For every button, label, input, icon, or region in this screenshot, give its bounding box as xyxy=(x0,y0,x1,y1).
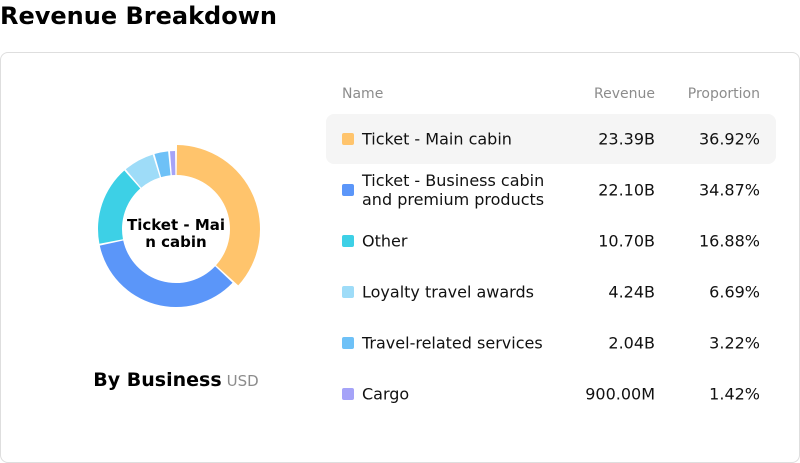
legend-swatch xyxy=(342,286,354,298)
row-name: Loyalty travel awards xyxy=(362,282,534,302)
row-revenue: 900.00M xyxy=(585,384,655,404)
legend-swatch xyxy=(342,184,354,196)
chart-caption-unit: USD xyxy=(226,372,259,390)
row-proportion: 16.88% xyxy=(698,231,760,251)
row-proportion: 36.92% xyxy=(698,129,760,149)
row-proportion: 6.69% xyxy=(709,282,760,302)
donut-slice[interactable] xyxy=(125,154,160,188)
row-name: Travel-related services xyxy=(362,333,543,353)
header-proportion: Proportion xyxy=(687,86,760,102)
table-row[interactable]: Ticket - Main cabin 23.39B 36.92% xyxy=(326,114,776,164)
revenue-card: Ticket - Main cabin By Business USD Name … xyxy=(0,52,800,463)
donut-slice[interactable] xyxy=(169,151,176,176)
donut-slice[interactable] xyxy=(98,170,141,244)
page-title: Revenue Breakdown xyxy=(0,2,277,30)
row-name: Cargo xyxy=(362,384,410,404)
row-name: Other xyxy=(362,231,408,251)
row-revenue: 23.39B xyxy=(598,129,655,149)
row-proportion: 3.22% xyxy=(709,333,760,353)
legend-swatch xyxy=(342,337,354,349)
row-name: Ticket - Main cabin xyxy=(362,129,512,149)
row-name: Ticket - Business cabin and premium prod… xyxy=(362,171,545,209)
donut-center-label: Ticket - Main cabin xyxy=(126,217,226,251)
table-row[interactable]: Loyalty travel awards 4.24B 6.69% xyxy=(326,267,776,317)
donut-slice[interactable] xyxy=(154,151,171,178)
row-revenue: 22.10B xyxy=(598,180,655,200)
legend-swatch xyxy=(342,133,354,145)
table-row[interactable]: Ticket - Business cabin and premium prod… xyxy=(326,165,776,215)
table-row[interactable]: Cargo 900.00M 1.42% xyxy=(326,369,776,419)
row-revenue: 2.04B xyxy=(608,333,655,353)
donut-chart[interactable] xyxy=(1,53,351,462)
table-row[interactable]: Travel-related services 2.04B 3.22% xyxy=(326,318,776,368)
chart-caption: By Business USD xyxy=(1,369,351,391)
header-revenue: Revenue xyxy=(594,86,655,102)
table-row[interactable]: Other 10.70B 16.88% xyxy=(326,216,776,266)
chart-caption-title: By Business xyxy=(93,369,222,391)
donut-slice[interactable] xyxy=(99,240,233,307)
row-proportion: 1.42% xyxy=(709,384,760,404)
row-proportion: 34.87% xyxy=(698,180,760,200)
row-revenue: 10.70B xyxy=(598,231,655,251)
donut-slice[interactable] xyxy=(176,145,260,286)
legend-swatch xyxy=(342,235,354,247)
row-revenue: 4.24B xyxy=(608,282,655,302)
header-name: Name xyxy=(342,86,384,102)
table-header: Name Revenue Proportion xyxy=(326,86,776,106)
legend-swatch xyxy=(342,388,354,400)
